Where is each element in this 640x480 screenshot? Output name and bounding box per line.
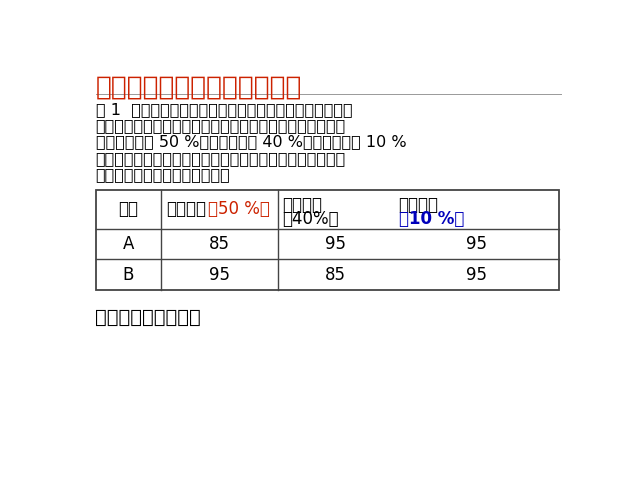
Text: 名选手的单项成绩如下表所示：: 名选手的单项成绩如下表所示： (95, 167, 230, 182)
Text: 95: 95 (325, 235, 346, 253)
Text: （40%）: （40%） (282, 210, 339, 228)
Text: 85: 85 (325, 266, 346, 284)
Text: 讲效果三个方面为选手打分．各项成绩均按百分制，然后再: 讲效果三个方面为选手打分．各项成绩均按百分制，然后再 (95, 119, 346, 133)
Text: B: B (123, 266, 134, 284)
Text: （10 %）: （10 %） (399, 210, 464, 228)
Text: 请确定两人的名次．: 请确定两人的名次． (95, 308, 201, 327)
Text: 95: 95 (466, 235, 487, 253)
Text: 选手: 选手 (118, 200, 138, 218)
Text: 演讲效果: 演讲效果 (399, 196, 438, 214)
Text: （50 %）: （50 %） (208, 200, 269, 218)
Text: 演讲内容: 演讲内容 (166, 200, 206, 218)
Text: 演讲能力: 演讲能力 (282, 196, 323, 214)
Text: 例 1  一次演讲比赛中，评委将从演讲内容、演讲能力、演: 例 1 一次演讲比赛中，评委将从演讲内容、演讲能力、演 (95, 102, 352, 117)
Text: 活动四：指导应用，强化新知: 活动四：指导应用，强化新知 (95, 74, 302, 100)
Text: 按演讲内容占 50 %、演讲能力占 40 %、演讲效果占 10 %: 按演讲内容占 50 %、演讲能力占 40 %、演讲效果占 10 % (95, 134, 406, 150)
Text: 95: 95 (466, 266, 487, 284)
Bar (95, 190, 559, 290)
Text: 的比例，计算选手的综合成绩（百分制）．进入决赛的前两: 的比例，计算选手的综合成绩（百分制）．进入决赛的前两 (95, 151, 346, 166)
Text: A: A (123, 235, 134, 253)
Text: 85: 85 (209, 235, 230, 253)
Text: 95: 95 (209, 266, 230, 284)
